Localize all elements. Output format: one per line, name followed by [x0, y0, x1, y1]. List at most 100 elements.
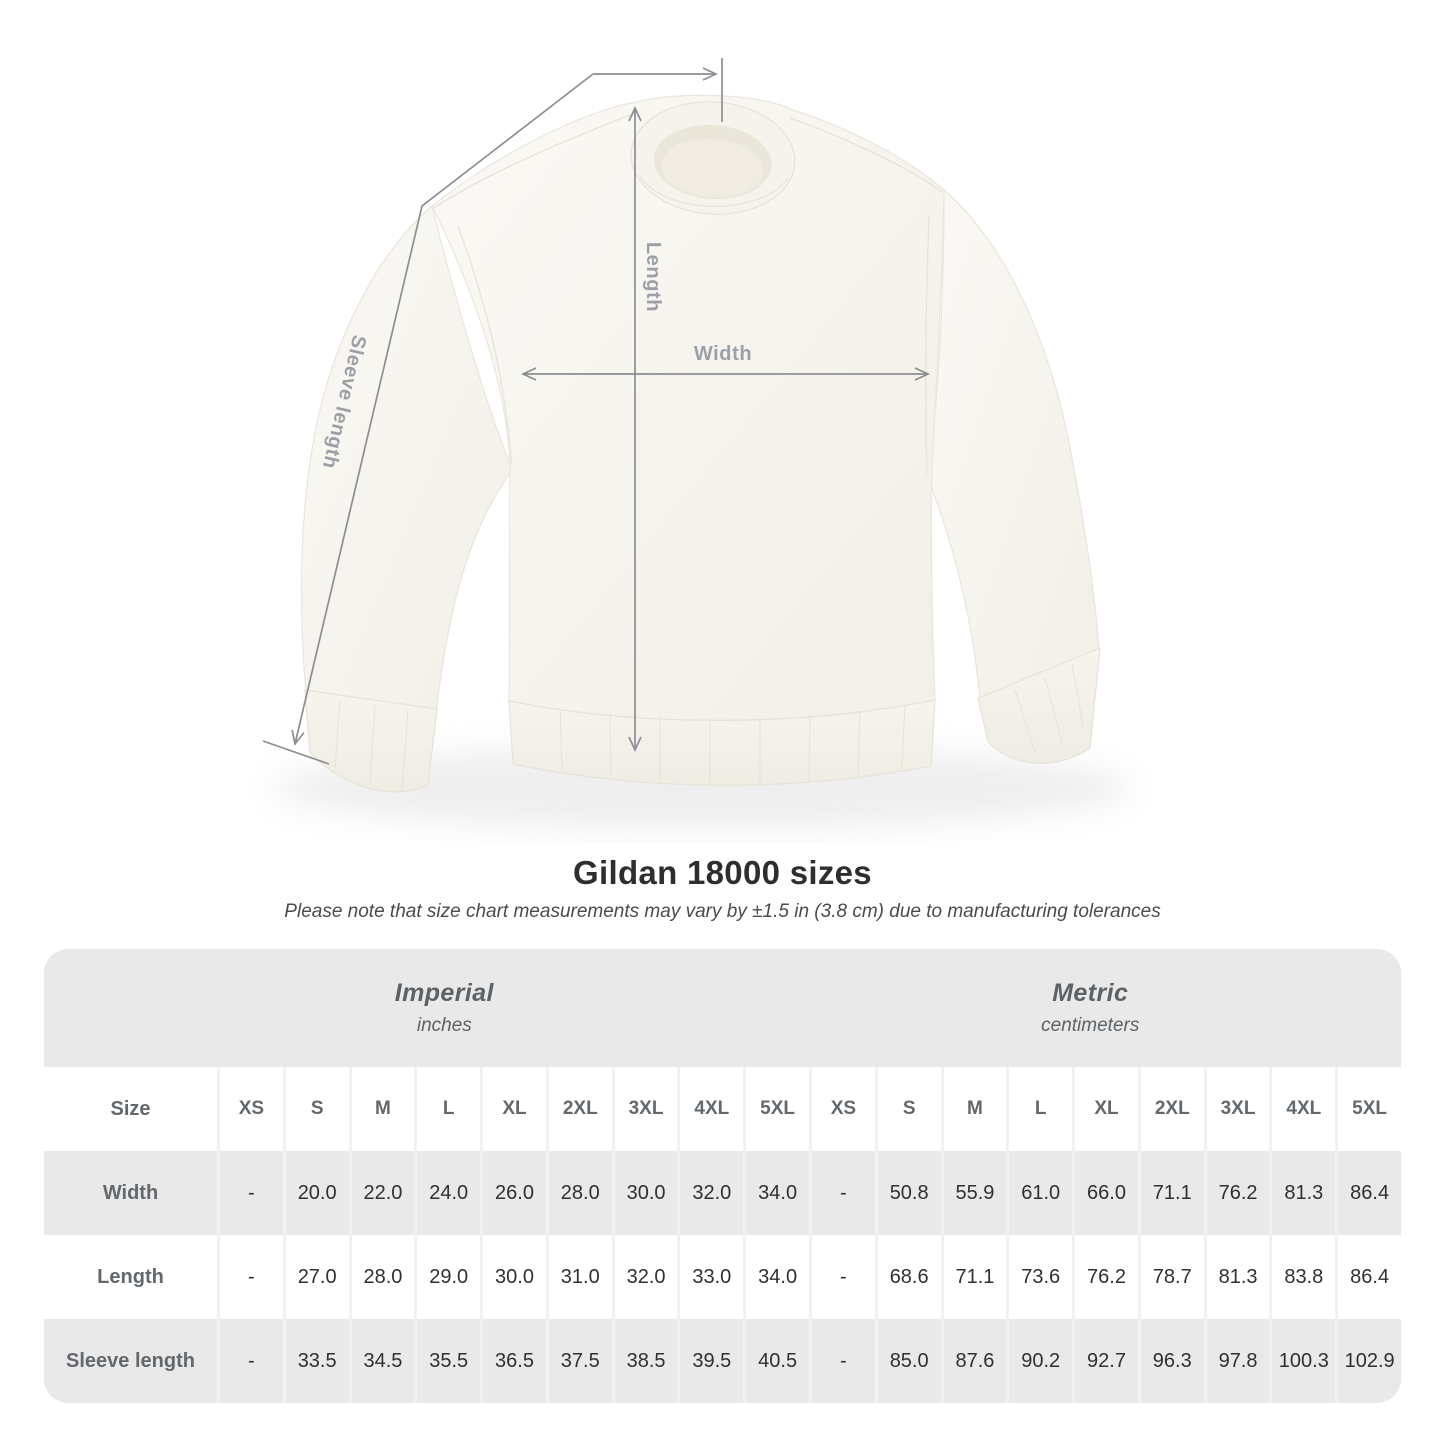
table-cell: 33.5 — [282, 1319, 349, 1403]
table-cell: 31.0 — [545, 1235, 612, 1319]
column-header-imperial-m: M — [348, 1067, 415, 1151]
table-cell: 24.0 — [414, 1151, 480, 1235]
table-cell: 34.0 — [743, 1235, 809, 1319]
column-header-imperial-5xl: 5XL — [743, 1067, 809, 1151]
sweatshirt-right-sleeve — [927, 188, 1100, 701]
cuff-rib-lines — [334, 663, 1084, 791]
table-cell: 36.5 — [480, 1319, 546, 1403]
table-cell: 35.5 — [414, 1319, 480, 1403]
unit-header-band: Imperial inches Metric centimeters — [44, 949, 1401, 1067]
table-cell: 20.0 — [282, 1151, 349, 1235]
table-cell: 81.3 — [1269, 1151, 1335, 1235]
column-header-metric-xs: XS — [809, 1067, 875, 1151]
column-header-imperial-xs: XS — [217, 1067, 283, 1151]
measurement-lines — [262, 58, 931, 765]
imperial-title: Imperial — [394, 979, 494, 1007]
cuff-tick — [262, 740, 330, 765]
waistband-rib-lines — [559, 704, 906, 784]
table-cell: 92.7 — [1072, 1319, 1138, 1403]
column-header-metric-m: M — [940, 1067, 1007, 1151]
sweatshirt-body — [431, 94, 945, 721]
column-header-metric-3xl: 3XL — [1203, 1067, 1270, 1151]
table-cell: 97.8 — [1203, 1319, 1270, 1403]
table-cell: 38.5 — [611, 1319, 678, 1403]
table-cell: 55.9 — [940, 1151, 1007, 1235]
column-header-metric-4xl: 4XL — [1269, 1067, 1335, 1151]
sweatshirt-illustration — [262, 58, 1132, 830]
table-cell: 34.0 — [743, 1151, 809, 1235]
column-header-imperial-2xl: 2XL — [545, 1067, 612, 1151]
table-cell: 87.6 — [940, 1319, 1007, 1403]
table-cell: - — [809, 1319, 875, 1403]
size-header-row: Size XS S M L XL 2XL 3XL 4XL 5XL XS S M L XL 2XL 3XL 4XL 5… — [44, 1067, 1401, 1151]
seam-lines — [433, 111, 943, 475]
table-cell: 86.4 — [1335, 1151, 1401, 1235]
tolerance-note: Please note that size chart measurements… — [284, 901, 1161, 922]
table-cell: 30.0 — [480, 1235, 546, 1319]
page-title: Gildan 18000 sizes — [573, 854, 872, 891]
table-cell: - — [809, 1235, 875, 1319]
table-cell: 32.0 — [611, 1235, 678, 1319]
table-cell: 71.1 — [940, 1235, 1007, 1319]
product-diagram: Length Width Sleeve length — [262, 58, 1132, 830]
table-cell: 27.0 — [282, 1235, 349, 1319]
collar — [630, 101, 796, 215]
column-header-imperial-s: S — [282, 1067, 349, 1151]
metric-title: Metric — [1052, 979, 1129, 1007]
imperial-unit-label: inches — [416, 1015, 472, 1036]
table-cell: - — [809, 1151, 875, 1235]
column-header-imperial-4xl: 4XL — [677, 1067, 743, 1151]
table-cell: 33.0 — [677, 1235, 743, 1319]
table-cell: 29.0 — [414, 1235, 480, 1319]
width-dimension-label: Width — [693, 343, 753, 365]
table-cell: 71.1 — [1137, 1151, 1204, 1235]
table-cell: 73.6 — [1006, 1235, 1072, 1319]
table-cell: 83.8 — [1269, 1235, 1335, 1319]
table-cell: 78.7 — [1137, 1235, 1204, 1319]
table-cell: 32.0 — [677, 1151, 743, 1235]
waistband — [508, 699, 936, 786]
table-row-width: Width -20.0 22.0 24.0 26.0 28.0 30.0 32.0 34.0-5… — [44, 1151, 1401, 1235]
sleeve-length-line — [291, 73, 594, 746]
column-header-metric-xl: XL — [1072, 1067, 1138, 1151]
column-header-metric-5xl: 5XL — [1335, 1067, 1401, 1151]
column-header-imperial-xl: XL — [480, 1067, 546, 1151]
table-cell: 61.0 — [1006, 1151, 1072, 1235]
table-cell: - — [217, 1235, 283, 1319]
table-cell: 86.4 — [1335, 1235, 1401, 1319]
table-cell: 102.9 — [1335, 1319, 1401, 1403]
table-cell: 96.3 — [1137, 1319, 1204, 1403]
column-header-metric-s: S — [874, 1067, 941, 1151]
column-header-imperial-l: L — [414, 1067, 480, 1151]
column-header-imperial-3xl: 3XL — [611, 1067, 678, 1151]
table-cell: 66.0 — [1072, 1151, 1138, 1235]
table-cell: 85.0 — [874, 1319, 941, 1403]
row-header: Length — [97, 1265, 164, 1288]
table-cell: 30.0 — [611, 1151, 678, 1235]
table-cell: 37.5 — [545, 1319, 612, 1403]
table-cell: 81.3 — [1203, 1235, 1270, 1319]
table-cell: - — [217, 1151, 283, 1235]
table-cell: 28.0 — [348, 1235, 415, 1319]
metric-unit-label: centimeters — [1041, 1015, 1140, 1036]
table-cell: 34.5 — [348, 1319, 415, 1403]
right-cuff — [977, 647, 1101, 764]
table-cell: 76.2 — [1072, 1235, 1138, 1319]
row-header: Sleeve length — [66, 1349, 195, 1372]
table-cell: 68.6 — [874, 1235, 941, 1319]
table-cell: 90.2 — [1006, 1319, 1072, 1403]
table-cell: 26.0 — [480, 1151, 546, 1235]
size-table-grid: Size XS S M L XL 2XL 3XL 4XL 5XL XS S M L XL 2XL 3XL 4XL 5… — [44, 1067, 1401, 1403]
table-cell: 76.2 — [1203, 1151, 1270, 1235]
table-row-sleeve-length: Sleeve length -33.5 34.5 35.5 36.5 37.5 38.5 39… — [44, 1319, 1401, 1403]
table-cell: - — [217, 1319, 283, 1403]
table-cell: 40.5 — [743, 1319, 809, 1403]
size-column-header: Size — [110, 1097, 151, 1120]
table-cell: 50.8 — [874, 1151, 941, 1235]
table-cell: 28.0 — [545, 1151, 612, 1235]
table-row-length: Length -27.0 28.0 29.0 30.0 31.0 32.0 33.0 34.0-… — [44, 1235, 1401, 1319]
table-cell: 100.3 — [1269, 1319, 1335, 1403]
imperial-section-header: Imperial inches — [395, 979, 494, 1037]
column-header-metric-2xl: 2XL — [1137, 1067, 1204, 1151]
